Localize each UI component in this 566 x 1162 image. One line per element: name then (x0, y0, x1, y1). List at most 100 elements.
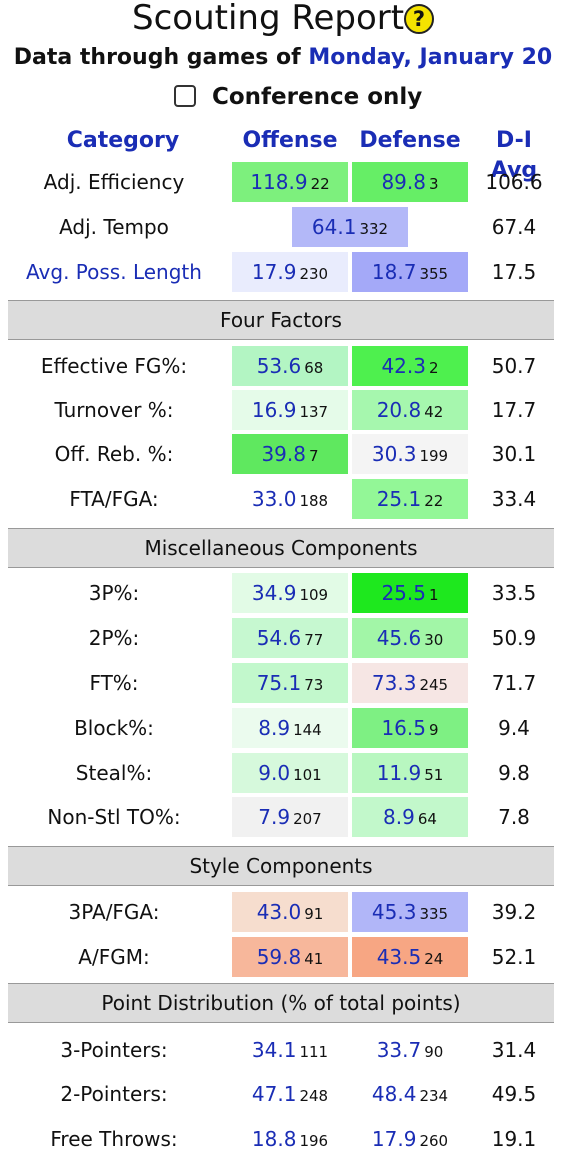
row-label: FTA/FGA: (69, 487, 159, 511)
defense-cell-value[interactable]: 25.1 (376, 487, 422, 511)
column-header-avg[interactable]: D-I Avg (490, 128, 538, 183)
offense-cell: 17.9 230 (232, 252, 348, 292)
section-misc-components: Miscellaneous Components (8, 528, 554, 568)
d1-avg-value: 71.7 (491, 671, 537, 695)
offense-cell-rank: 73 (304, 676, 324, 694)
offense-cell-rank: 7 (308, 447, 319, 465)
offense-cell-value[interactable]: 33.0 (251, 487, 297, 511)
row-label: 2P%: (88, 626, 140, 650)
offense-cell-value[interactable]: 59.8 (256, 945, 302, 969)
offense-cell-rank: 188 (299, 492, 329, 510)
defense-cell-value[interactable]: 30.3 (371, 442, 417, 466)
defense-cell: 48.4 234 (352, 1074, 468, 1114)
defense-cell-value[interactable]: 11.9 (376, 761, 422, 785)
defense-cell-rank: 245 (419, 676, 449, 694)
row-label: 3P%: (88, 581, 140, 605)
offense-cell: 34.1 111 (232, 1030, 348, 1070)
defense-cell: 73.3 245 (352, 663, 468, 703)
offense-cell-value[interactable]: 75.1 (256, 671, 302, 695)
defense-cell-value[interactable]: 89.8 (381, 170, 426, 194)
offense-cell-rank: 41 (304, 950, 324, 968)
defense-cell-rank: 9 (428, 721, 439, 739)
conference-only-toggle[interactable]: Conference only (0, 82, 566, 116)
defense-cell-value[interactable]: 45.3 (371, 900, 417, 924)
offense-cell-value[interactable]: 17.9 (251, 260, 297, 284)
d1-avg-value: 7.8 (498, 805, 530, 829)
defense-cell-value[interactable]: 25.5 (381, 581, 426, 605)
defense-cell-value[interactable]: 8.9 (383, 805, 415, 829)
data-date-line: Data through games of Monday, January 20 (0, 44, 566, 72)
defense-cell-rank: 42 (424, 403, 444, 421)
offense-cell-value[interactable]: 54.6 (256, 626, 302, 650)
defense-cell-value[interactable]: 45.6 (376, 626, 422, 650)
row-label: A/FGM: (78, 945, 150, 969)
d1-avg-value: 30.1 (491, 442, 537, 466)
d1-avg-value: 31.4 (491, 1038, 537, 1062)
defense-cell-rank: 1 (428, 586, 439, 604)
d1-avg-value: 33.4 (491, 487, 537, 511)
offense-cell: 34.9 109 (232, 573, 348, 613)
d1-avg-value: 50.7 (491, 354, 537, 378)
table-row: Adj. Efficiency 118.9 22 89.8 3 106.6 (0, 160, 566, 204)
offense-cell-value[interactable]: 8.9 (258, 716, 291, 740)
conference-only-label: Conference only (212, 84, 423, 110)
table-row: A/FGM: 59.8 41 43.5 24 52.1 (0, 935, 566, 979)
offense-cell-value[interactable]: 118.9 (250, 170, 308, 194)
defense-cell-value[interactable]: 43.5 (376, 945, 422, 969)
offense-cell-value[interactable]: 43.0 (256, 900, 302, 924)
defense-cell-rank: 3 (428, 175, 439, 193)
defense-cell: 17.9 260 (352, 1119, 468, 1159)
d1-avg-value: 67.4 (491, 215, 537, 239)
offense-cell-value[interactable]: 7.9 (258, 805, 291, 829)
column-header-defense[interactable]: Defense (359, 128, 461, 153)
data-date-link[interactable]: Monday, January 20 (308, 45, 553, 70)
offense-cell-rank: 144 (293, 721, 322, 739)
row-label: Steal%: (75, 761, 153, 785)
defense-cell-value[interactable]: 33.7 (376, 1038, 422, 1062)
table-row: Free Throws: 18.8 196 17.9 260 19.1 (0, 1117, 566, 1161)
offense-cell-value[interactable]: 16.9 (251, 398, 297, 422)
offense-cell: 16.9 137 (232, 390, 348, 430)
column-header-offense[interactable]: Offense (242, 128, 338, 153)
table-row: Avg. Poss. Length 17.9 230 18.7 355 17.5 (0, 250, 566, 294)
offense-cell-rank: 91 (304, 905, 324, 923)
defense-cell: 11.9 51 (352, 753, 468, 793)
d1-avg-value: 9.4 (498, 716, 530, 740)
offense-cell-rank: 22 (310, 175, 330, 193)
defense-cell-rank: 22 (424, 492, 444, 510)
defense-cell: 89.8 3 (352, 162, 468, 202)
offense-cell-value[interactable]: 18.8 (251, 1127, 297, 1151)
section-style-components: Style Components (8, 846, 554, 886)
offense-cell: 118.9 22 (232, 162, 348, 202)
defense-cell-rank: 335 (419, 905, 449, 923)
offense-cell-rank: 77 (304, 631, 324, 649)
conference-only-checkbox[interactable] (174, 85, 196, 107)
row-label[interactable]: Avg. Poss. Length (26, 260, 202, 284)
offense-cell-rank: 101 (293, 766, 322, 784)
date-prefix: Data through games of (13, 45, 309, 70)
offense-cell-value[interactable]: 53.6 (256, 354, 302, 378)
offense-cell-value[interactable]: 47.1 (251, 1082, 297, 1106)
offense-cell: 43.0 91 (232, 892, 348, 932)
offense-cell-value[interactable]: 39.8 (261, 442, 306, 466)
table-row: Non-Stl TO%: 7.9 207 8.9 64 7.8 (0, 795, 566, 839)
defense-cell-value[interactable]: 16.5 (381, 716, 426, 740)
offense-cell-value[interactable]: 34.1 (251, 1038, 297, 1062)
tempo-cell: 64.1 332 (292, 207, 408, 247)
offense-cell-value[interactable]: 34.9 (251, 581, 297, 605)
defense-cell-value[interactable]: 48.4 (371, 1082, 417, 1106)
defense-cell-value[interactable]: 73.3 (371, 671, 417, 695)
help-icon[interactable]: ? (404, 4, 434, 34)
defense-cell-value[interactable]: 42.3 (381, 354, 426, 378)
defense-cell: 30.3 199 (352, 434, 468, 474)
section-point-distribution: Point Distribution (% of total points) (8, 983, 554, 1023)
defense-cell: 25.5 1 (352, 573, 468, 613)
defense-cell-value[interactable]: 18.7 (371, 260, 417, 284)
column-header-category[interactable]: Category (66, 128, 180, 153)
defense-cell: 45.3 335 (352, 892, 468, 932)
offense-cell: 7.9 207 (232, 797, 348, 837)
offense-cell-value[interactable]: 9.0 (258, 761, 291, 785)
tempo-cell-value[interactable]: 64.1 (311, 215, 357, 239)
defense-cell-value[interactable]: 17.9 (371, 1127, 417, 1151)
defense-cell-value[interactable]: 20.8 (376, 398, 422, 422)
